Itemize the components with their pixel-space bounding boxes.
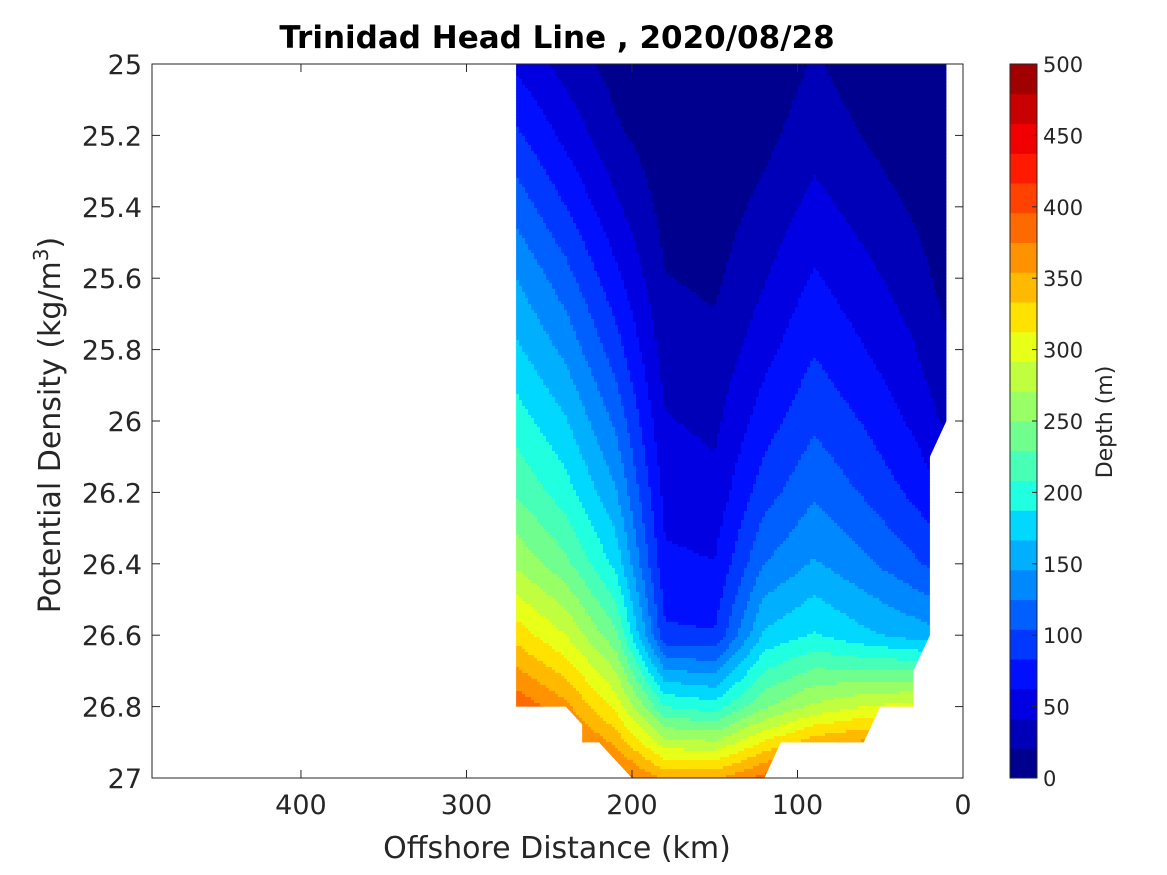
plot-area <box>152 64 963 779</box>
chart-title: Trinidad Head Line , 2020/08/28 <box>279 20 834 56</box>
filled-contours <box>516 64 949 779</box>
